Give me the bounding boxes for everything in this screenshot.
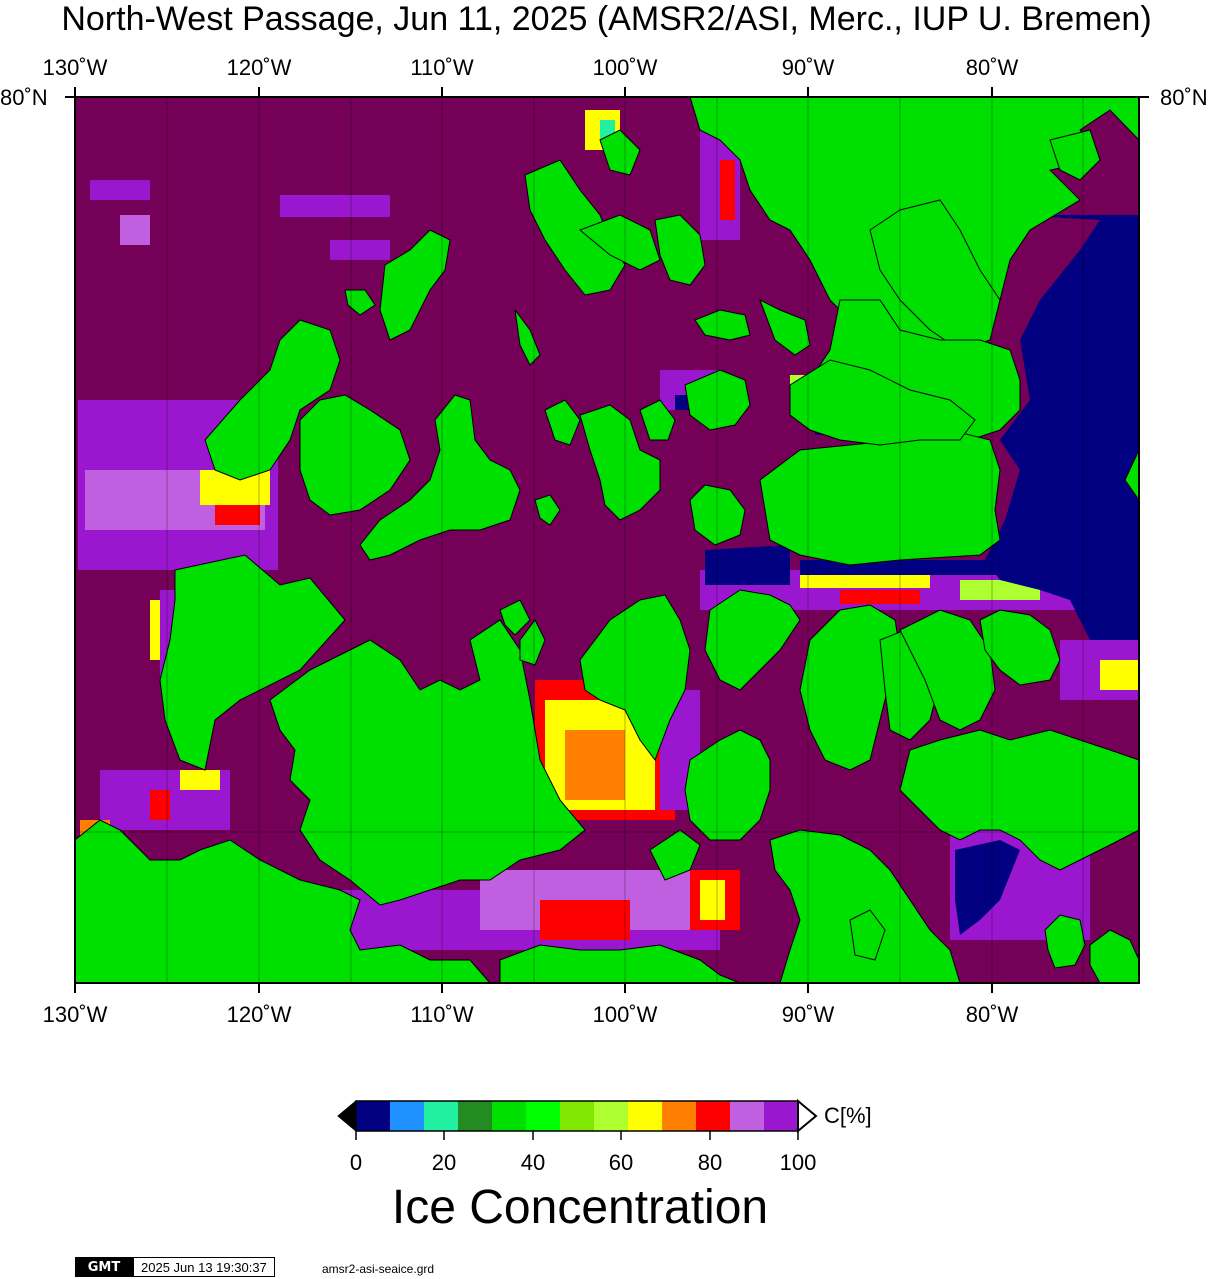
- lon-tick-top-80w: 80˚W: [965, 55, 1019, 80]
- lon-tick-top-100w: 100˚W: [592, 55, 658, 80]
- colorbar-title: Ice Concentration: [391, 1181, 769, 1234]
- colorbar-ticks: [355, 1131, 799, 1140]
- colorbar-swatch: [356, 1101, 390, 1131]
- lat-tick-right-80n: 80˚N: [1160, 85, 1208, 110]
- lon-tick-bottom-120w: 120˚W: [226, 1002, 292, 1027]
- open-water-region: [675, 215, 1139, 935]
- colorbar-swatch: [458, 1101, 492, 1131]
- land-masses: [74, 96, 1140, 984]
- colorbar-swatch: [696, 1101, 730, 1131]
- lon-tick-top-110w: 110˚W: [410, 55, 474, 80]
- colorbar: [337, 1098, 818, 1140]
- lon-tick-bottom-130w: 130˚W: [42, 1002, 108, 1027]
- colorbar-swatches: [356, 1101, 798, 1131]
- colorbar-swatch: [560, 1101, 594, 1131]
- map-title: North-West Passage, Jun 11, 2025 (AMSR2/…: [61, 0, 1152, 38]
- lon-tick-bottom-90w: 90˚W: [781, 1002, 835, 1027]
- lat-tick-left-80n: 80˚N: [0, 85, 48, 110]
- lon-tick-top-90w: 90˚W: [781, 55, 835, 80]
- colorbar-high-arrow: [797, 1098, 818, 1134]
- colorbar-low-arrow: [337, 1099, 357, 1133]
- colorbar-swatch: [492, 1101, 526, 1131]
- colorbar-swatch: [662, 1101, 696, 1131]
- colorbar-swatch: [390, 1101, 424, 1131]
- colorbar-swatch: [526, 1101, 560, 1131]
- colorbar-frame: [355, 1100, 799, 1132]
- graticule: [75, 97, 1139, 983]
- colorbar-swatch: [424, 1101, 458, 1131]
- colorbar-label-60: 60: [608, 1150, 634, 1175]
- colorbar-label-80: 80: [697, 1150, 723, 1175]
- map-frame: [74, 96, 1140, 984]
- colorbar-swatch: [628, 1101, 662, 1131]
- gmt-logo: GMT: [75, 1257, 133, 1277]
- timestamp: 2025 Jun 13 19:30:37: [133, 1257, 275, 1277]
- colorbar-swatch: [730, 1101, 764, 1131]
- colorbar-unit: C[%]: [824, 1103, 872, 1128]
- colorbar-swatch: [764, 1101, 798, 1131]
- grid-file-name: amsr2-asi-seaice.grd: [322, 1262, 435, 1276]
- tick-marks: [65, 87, 1149, 993]
- colorbar-label-40: 40: [520, 1150, 546, 1175]
- lon-tick-bottom-80w: 80˚W: [965, 1002, 1019, 1027]
- colorbar-label-0: 0: [349, 1150, 363, 1175]
- lon-tick-bottom-100w: 100˚W: [592, 1002, 658, 1027]
- colorbar-swatch: [594, 1101, 628, 1131]
- lon-tick-top-120w: 120˚W: [226, 55, 292, 80]
- lon-tick-top-130w: 130˚W: [42, 55, 108, 80]
- colorbar-label-100: 100: [779, 1150, 817, 1175]
- gmt-timestamp-stamp: GMT 2025 Jun 13 19:30:37: [75, 1257, 275, 1277]
- lon-tick-bottom-110w: 110˚W: [410, 1002, 474, 1027]
- colorbar-label-20: 20: [431, 1150, 457, 1175]
